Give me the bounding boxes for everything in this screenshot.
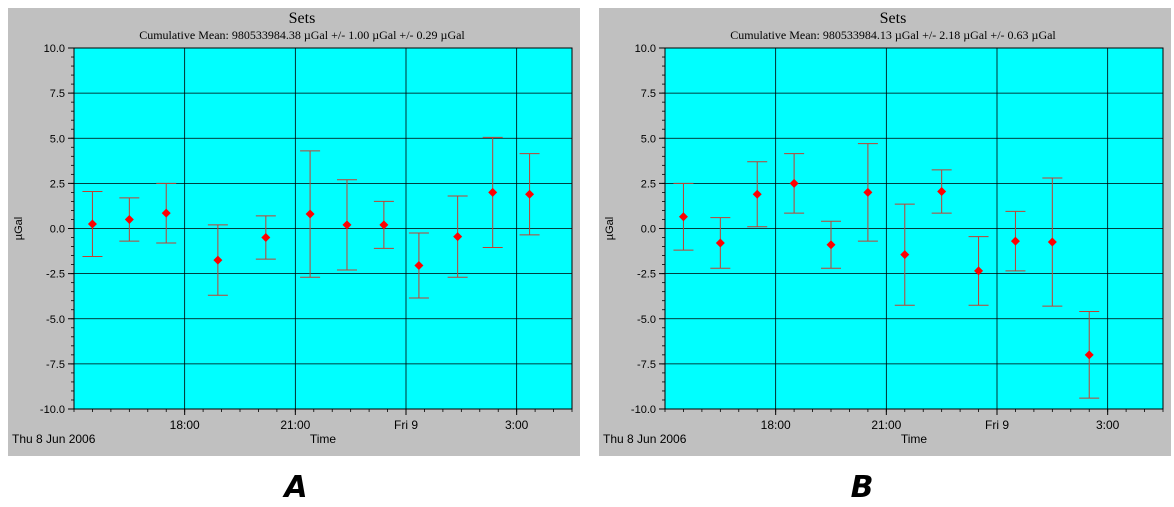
chart-b-data-point — [678, 212, 688, 222]
chart-b-date-label: Thu 8 Jun 2006 — [603, 432, 687, 446]
chart-a-data-point — [161, 208, 171, 218]
chart-b-y-tick-label: -5.0 — [637, 314, 656, 326]
chart-a-y-tick-label: -5.0 — [46, 314, 65, 326]
chart-b-data-point — [900, 250, 910, 260]
chart-a-y-tick-label: -7.5 — [46, 359, 65, 371]
chart-a-data-point — [261, 233, 271, 243]
chart-a-subtitle: Cumulative Mean: 980533984.38 µGal +/- 1… — [139, 28, 465, 42]
chart-a-data-point — [414, 261, 424, 271]
chart-a-data-point — [305, 209, 315, 219]
chart-b-y-tick-label: -2.5 — [637, 269, 656, 281]
chart-b-x-tick-label: 3:00 — [1096, 418, 1120, 432]
chart-b-data-point — [752, 189, 762, 199]
chart-a-data-point — [379, 220, 389, 230]
chart-b-x-tick-label: Fri 9 — [985, 418, 1009, 432]
chart-b-data-point — [826, 240, 836, 250]
chart-b-data-point — [863, 187, 873, 197]
chart-a-data-point — [342, 220, 352, 230]
chart-b-data-point — [1047, 237, 1057, 247]
chart-b-y-tick-label: -10.0 — [631, 404, 656, 416]
chart-b-data-point — [1084, 350, 1094, 360]
panel-label-b: B — [850, 470, 874, 505]
chart-b-data-point — [974, 266, 984, 276]
chart-b-x-tick-label: 21:00 — [871, 418, 901, 432]
chart-a-y-tick-label: 10.0 — [44, 43, 65, 55]
chart-a-data-point — [87, 219, 97, 229]
chart-a-y-tick-label: -10.0 — [40, 404, 65, 416]
chart-b-data-point — [715, 238, 725, 248]
chart-a-date-label: Thu 8 Jun 2006 — [12, 432, 96, 446]
chart-a-x-tick-label: Fri 9 — [394, 418, 418, 432]
chart-b-y-tick-label: 10.0 — [635, 43, 656, 55]
chart-b-y-tick-label: -7.5 — [637, 359, 656, 371]
chart-panel-b: Sets Cumulative Mean: 980533984.13 µGal +… — [599, 8, 1171, 456]
chart-b-data-point — [937, 186, 947, 196]
chart-b-y-tick-label: 7.5 — [641, 88, 656, 100]
chart-a-data-point — [525, 189, 535, 199]
chart-a-y-tick-label: 2.5 — [50, 178, 65, 190]
panel-label-a: A — [284, 470, 308, 505]
chart-b-data-point — [789, 178, 799, 188]
chart-a-x-axis-label: Time — [310, 432, 337, 446]
chart-a-data-point — [488, 187, 498, 197]
chart-a-title: Sets — [289, 10, 316, 27]
chart-a-y-tick-label: 7.5 — [50, 88, 65, 100]
chart-b-y-axis-label: µGal — [604, 217, 616, 240]
chart-a-data-point — [124, 214, 134, 224]
chart-b-subtitle: Cumulative Mean: 980533984.13 µGal +/- 2… — [730, 28, 1056, 42]
chart-a-x-tick-label: 3:00 — [505, 418, 529, 432]
chart-panel-a: Sets Cumulative Mean: 980533984.38 µGal +… — [8, 8, 580, 456]
chart-a-data-point — [213, 255, 223, 265]
chart-b-y-tick-label: 0.0 — [641, 224, 656, 236]
chart-b-title: Sets — [880, 10, 907, 27]
chart-a-x-tick-label: 21:00 — [280, 418, 310, 432]
chart-a-data-point — [453, 232, 463, 242]
chart-b-y-tick-label: 2.5 — [641, 178, 656, 190]
chart-b-x-axis-label: Time — [901, 432, 928, 446]
chart-a-x-tick-label: 18:00 — [170, 418, 200, 432]
chart-b-data-point — [1010, 236, 1020, 246]
chart-a-y-tick-label: -2.5 — [46, 269, 65, 281]
chart-b-y-tick-label: 5.0 — [641, 133, 656, 145]
chart-a-y-tick-label: 5.0 — [50, 133, 65, 145]
chart-a-y-axis-label: µGal — [13, 217, 25, 240]
chart-a-y-tick-label: 0.0 — [50, 224, 65, 236]
chart-b-x-tick-label: 18:00 — [761, 418, 791, 432]
